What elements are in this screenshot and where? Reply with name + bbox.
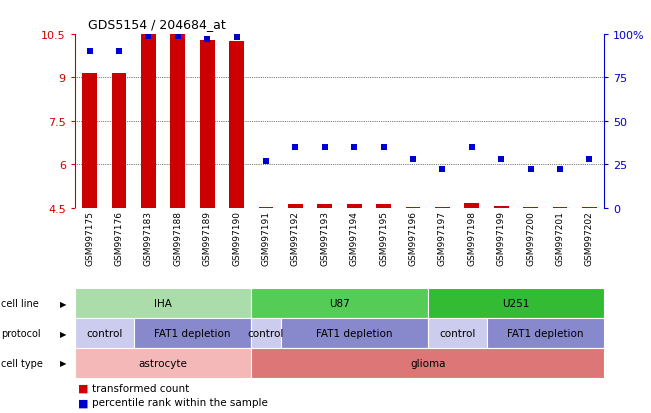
Text: control: control <box>86 328 122 338</box>
Text: protocol: protocol <box>1 328 40 338</box>
Bar <box>347 205 361 208</box>
Text: GSM997197: GSM997197 <box>438 211 447 266</box>
Text: GSM997195: GSM997195 <box>379 211 388 266</box>
Text: GSM997196: GSM997196 <box>409 211 417 266</box>
Text: U87: U87 <box>329 299 350 309</box>
Text: U251: U251 <box>502 299 530 309</box>
Bar <box>111 74 126 208</box>
Bar <box>171 35 185 208</box>
Text: FAT1 depletion: FAT1 depletion <box>507 328 583 338</box>
Text: ▶: ▶ <box>60 329 66 338</box>
Text: glioma: glioma <box>410 358 445 368</box>
Text: transformed count: transformed count <box>92 383 189 393</box>
Text: GSM997194: GSM997194 <box>350 211 359 265</box>
Text: percentile rank within the sample: percentile rank within the sample <box>92 397 268 408</box>
Text: cell type: cell type <box>1 358 42 368</box>
Bar <box>141 35 156 208</box>
Text: ■: ■ <box>78 397 89 408</box>
Bar <box>494 207 508 208</box>
Text: FAT1 depletion: FAT1 depletion <box>316 328 393 338</box>
Text: GSM997175: GSM997175 <box>85 211 94 266</box>
Bar <box>318 205 332 208</box>
Text: GSM997189: GSM997189 <box>202 211 212 266</box>
Text: ▶: ▶ <box>60 299 66 308</box>
Text: astrocyte: astrocyte <box>139 358 187 368</box>
Text: GDS5154 / 204684_at: GDS5154 / 204684_at <box>88 18 226 31</box>
Bar <box>376 205 391 208</box>
Bar <box>82 74 97 208</box>
Bar <box>229 42 244 208</box>
Text: control: control <box>439 328 475 338</box>
Text: GSM997190: GSM997190 <box>232 211 241 266</box>
Text: GSM997176: GSM997176 <box>115 211 124 266</box>
Text: GSM997191: GSM997191 <box>262 211 270 266</box>
Text: control: control <box>248 328 284 338</box>
Text: GSM997192: GSM997192 <box>291 211 300 265</box>
Text: GSM997202: GSM997202 <box>585 211 594 265</box>
Text: GSM997200: GSM997200 <box>526 211 535 265</box>
Text: GSM997198: GSM997198 <box>467 211 477 266</box>
Text: GSM997201: GSM997201 <box>555 211 564 265</box>
Bar <box>464 204 479 208</box>
Text: GSM997199: GSM997199 <box>497 211 506 266</box>
Text: GSM997193: GSM997193 <box>320 211 329 266</box>
Text: GSM997188: GSM997188 <box>173 211 182 266</box>
Text: FAT1 depletion: FAT1 depletion <box>154 328 230 338</box>
Bar <box>200 40 215 208</box>
Text: GSM997183: GSM997183 <box>144 211 153 266</box>
Text: cell line: cell line <box>1 299 38 309</box>
Text: IHA: IHA <box>154 299 172 309</box>
Text: ■: ■ <box>78 383 89 393</box>
Bar <box>288 205 303 208</box>
Text: ▶: ▶ <box>60 358 66 368</box>
